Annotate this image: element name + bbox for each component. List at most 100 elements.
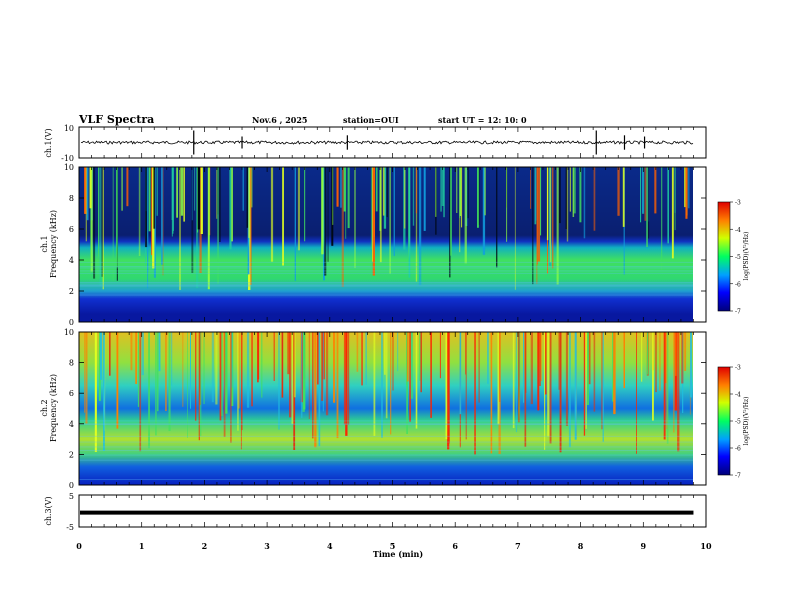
ch1-streak-125: [197, 167, 200, 230]
ch1-ytick-bottom: -10: [61, 154, 74, 163]
ch3-ylabel: ch.3(V): [44, 496, 53, 525]
ch1-streak-127: [579, 167, 582, 223]
ch2-hline-2: [79, 454, 693, 456]
ch1-colorbar-ticklabel-1: -4: [735, 227, 741, 234]
ch1-streak-128: [147, 167, 149, 289]
x-tick-label-2: 2: [202, 541, 208, 551]
ch2-streak-28: [549, 332, 552, 444]
ch2-streak-134: [343, 332, 345, 425]
ch1-streak-34: [389, 167, 391, 274]
ch1-streak-99: [370, 167, 372, 250]
ch2-streak-42: [558, 332, 561, 390]
ch1-colorbar-ticklabel-3: -6: [735, 281, 741, 288]
ch1-streak-130: [217, 167, 219, 284]
ch2-streak-9: [406, 332, 408, 434]
ch1-streak-49: [496, 167, 498, 268]
ch2-streak-152: [289, 332, 292, 418]
ch2-streak-105: [392, 332, 394, 391]
ch1-streak-161: [415, 167, 418, 214]
ch2-streak-92: [613, 332, 616, 415]
ch2-streak-19: [238, 332, 240, 409]
ch2-streak-57: [139, 332, 142, 452]
ch2-streak-38: [116, 332, 119, 429]
ch2-streak-133: [474, 332, 476, 455]
ch2-streak-45: [647, 332, 649, 375]
ch2-streak-130: [336, 332, 339, 439]
ch1-streak-76: [415, 167, 418, 282]
ch1-streak-78: [569, 167, 571, 212]
ch1-streak-41: [661, 167, 663, 271]
ch2-streak-66: [278, 332, 280, 430]
ch2-colorbar-ticklabel-3: -6: [735, 446, 741, 453]
ch2-streak-21: [373, 332, 376, 436]
ch1-streak-54: [654, 167, 657, 214]
ch1-streak-8: [449, 167, 451, 278]
ch2-streak-126: [673, 332, 675, 433]
ch1-streak-13: [323, 167, 325, 281]
ch2-streak-154: [515, 332, 518, 433]
ch2-streak-27: [246, 332, 250, 408]
ch2-streak-94: [406, 332, 409, 382]
ch1-streak-2: [537, 167, 538, 265]
ch1-streak-164: [450, 167, 452, 256]
ch2-streak-121: [220, 332, 223, 416]
ch2-streak-85: [545, 332, 547, 395]
ch1-spec-ytick-label-2: 2: [69, 287, 74, 296]
ch2-streak-107: [636, 332, 637, 454]
ch1-streak-141: [121, 167, 123, 211]
ch1-streak-23: [441, 167, 445, 206]
ch2-streak-76: [365, 332, 367, 385]
ch1-streak-139: [648, 167, 650, 239]
ch2-streak-41: [240, 332, 242, 450]
ch2-streak-26: [215, 332, 218, 405]
ch2-streak-60: [356, 332, 359, 372]
ch2-streak-145: [230, 332, 232, 443]
ch3-ytick-5: 5: [69, 492, 74, 501]
ch2-streak-10: [525, 332, 527, 393]
ch1-ylabel: ch.1(V): [44, 128, 53, 157]
ch2-streak-71: [135, 332, 137, 384]
ch1-streak-64: [126, 167, 129, 207]
ch1-streak-35: [593, 167, 596, 231]
ch2-streak-15: [155, 332, 157, 436]
ch1-streak-160: [248, 167, 250, 238]
ch1-streak-36: [556, 167, 559, 285]
ch2-streak-151: [100, 332, 103, 380]
ch1-streak-167: [161, 167, 163, 265]
ch2-streak-125: [199, 332, 202, 437]
ch1-streak-159: [685, 167, 688, 219]
ch2-streak-142: [675, 332, 677, 376]
ch1-hline-9: [79, 267, 693, 269]
ch2-streak-17: [223, 332, 226, 437]
ch2-streak-98: [301, 332, 303, 418]
ch2-streak-86: [512, 332, 515, 429]
ch1-streak-83: [93, 167, 96, 279]
ch2-streak-46: [523, 332, 525, 403]
ch1-streak-39: [101, 167, 103, 277]
ch1-streak-10: [375, 167, 378, 212]
ch1-streak-109: [535, 167, 537, 221]
ch2-streak-25: [430, 332, 432, 418]
ch2-streak-55: [490, 332, 493, 454]
ch1-streak-37: [461, 167, 463, 228]
ch2-streak-120: [537, 332, 540, 411]
ch2-colorbar: -3 -4 -5 -6 -7 log(PSD)(V²/Hz): [717, 365, 750, 480]
ch1-spectrogram-panel: 0 2 4 6 8 10 ch.1 Frequency (kHz): [40, 163, 707, 327]
ch1-streak-168: [566, 167, 569, 242]
start-time-label: start UT = 12: 10: 0: [438, 115, 527, 125]
ch1-streak-110: [530, 167, 532, 209]
ch2-colorbar-ticklabel-0: -3: [735, 365, 741, 372]
ch1-hline-2: [79, 261, 693, 263]
ch2-streak-101: [498, 332, 501, 402]
ch2-streak-155: [308, 332, 310, 420]
ch2-hline-8: [79, 459, 693, 461]
ch1-streak-32: [176, 167, 178, 218]
x-tick-label-3: 3: [264, 541, 270, 551]
ch2-colorbar-label: log(PSD)(V²/Hz): [743, 397, 750, 446]
ch1-streak-115: [148, 167, 151, 232]
ch2-streak-69: [84, 332, 86, 413]
ch1-streak-124: [194, 167, 196, 211]
ch2-streak-65: [574, 332, 577, 440]
ch1-colorbar-label: log(PSD)(V²/Hz): [743, 232, 750, 281]
x-tick-label-10: 10: [700, 541, 712, 551]
